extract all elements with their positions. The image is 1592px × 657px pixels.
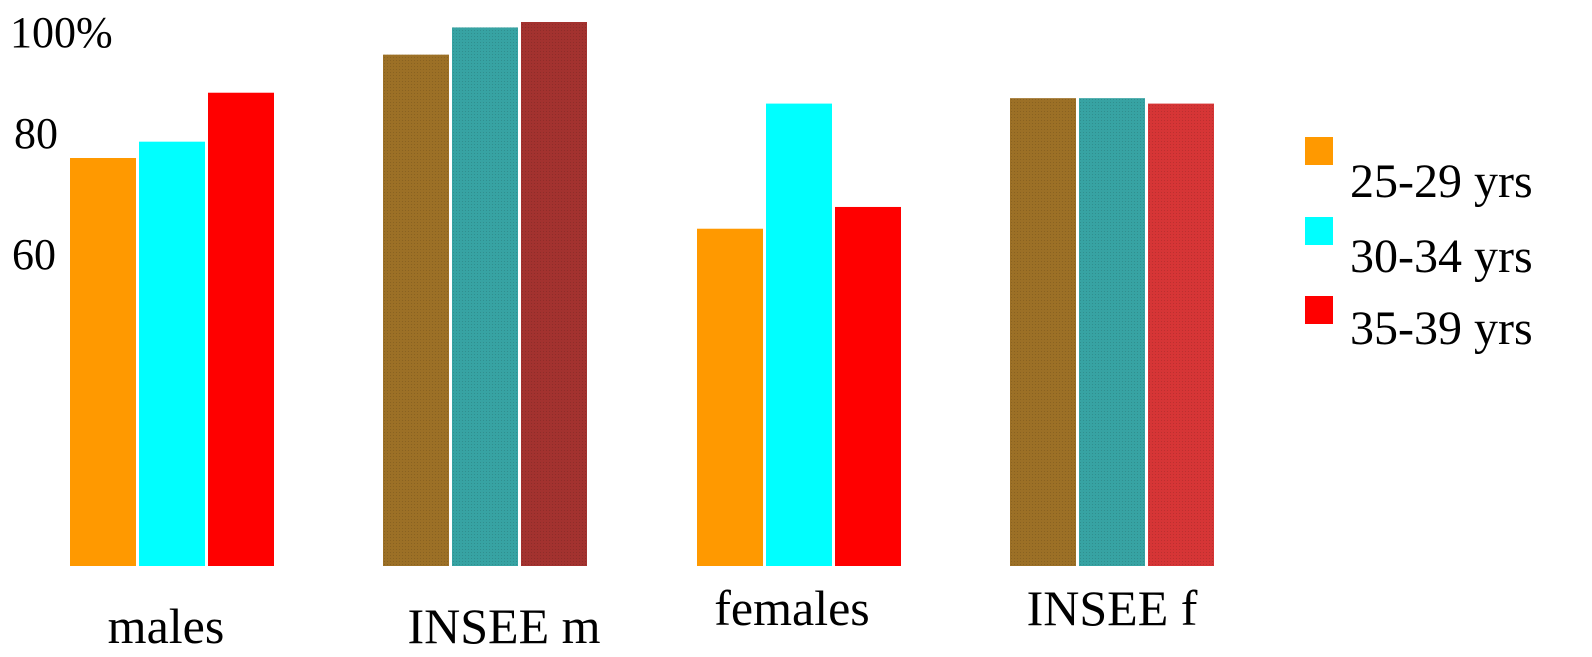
bar-texture [1079, 98, 1145, 566]
legend: 25-29 yrs 30-34 yrs 35-39 yrs [1305, 137, 1533, 355]
legend-label: 30-34 yrs [1350, 230, 1533, 283]
y-tick-label: 100% [10, 8, 113, 57]
bar-texture [521, 22, 587, 566]
category-label: INSEE f [1027, 580, 1198, 636]
bar-texture [1010, 98, 1076, 566]
bars-group [70, 22, 1214, 566]
legend-swatch [1305, 137, 1333, 165]
bar-males-30-34-yrs [139, 141, 205, 566]
legend-swatch [1305, 296, 1333, 324]
bar-males-35-39-yrs [208, 92, 274, 566]
y-axis-tick-labels: 60 80 100% [10, 8, 113, 279]
category-label: INSEE m [407, 598, 600, 654]
category-label: females [714, 580, 869, 636]
legend-swatch [1305, 217, 1333, 245]
bar-females-35-39-yrs [835, 206, 901, 566]
legend-label: 35-39 yrs [1350, 302, 1533, 355]
x-axis-category-labels: males INSEE m females INSEE f [108, 580, 1198, 654]
y-tick-label: 80 [14, 109, 58, 158]
bar-texture [452, 27, 518, 566]
bar-females-25-29-yrs [697, 228, 763, 566]
y-tick-label: 60 [12, 230, 56, 279]
category-label: males [108, 598, 225, 654]
legend-label: 25-29 yrs [1350, 155, 1533, 208]
bar-females-30-34-yrs [766, 103, 832, 566]
bar-texture [383, 54, 449, 566]
bar-texture [1148, 103, 1214, 566]
bar-males-25-29-yrs [70, 158, 136, 566]
